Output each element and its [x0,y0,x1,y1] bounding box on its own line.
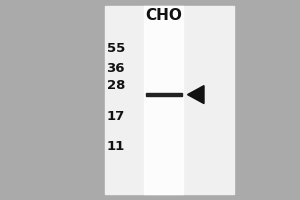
Text: CHO: CHO [145,8,182,23]
Text: 11: 11 [106,140,125,152]
Text: 17: 17 [106,110,125,123]
FancyBboxPatch shape [105,6,234,194]
Text: 36: 36 [106,62,125,75]
FancyBboxPatch shape [144,6,183,194]
Text: 28: 28 [106,79,125,92]
Text: 55: 55 [106,42,125,54]
Polygon shape [188,86,204,104]
FancyBboxPatch shape [146,93,182,96]
